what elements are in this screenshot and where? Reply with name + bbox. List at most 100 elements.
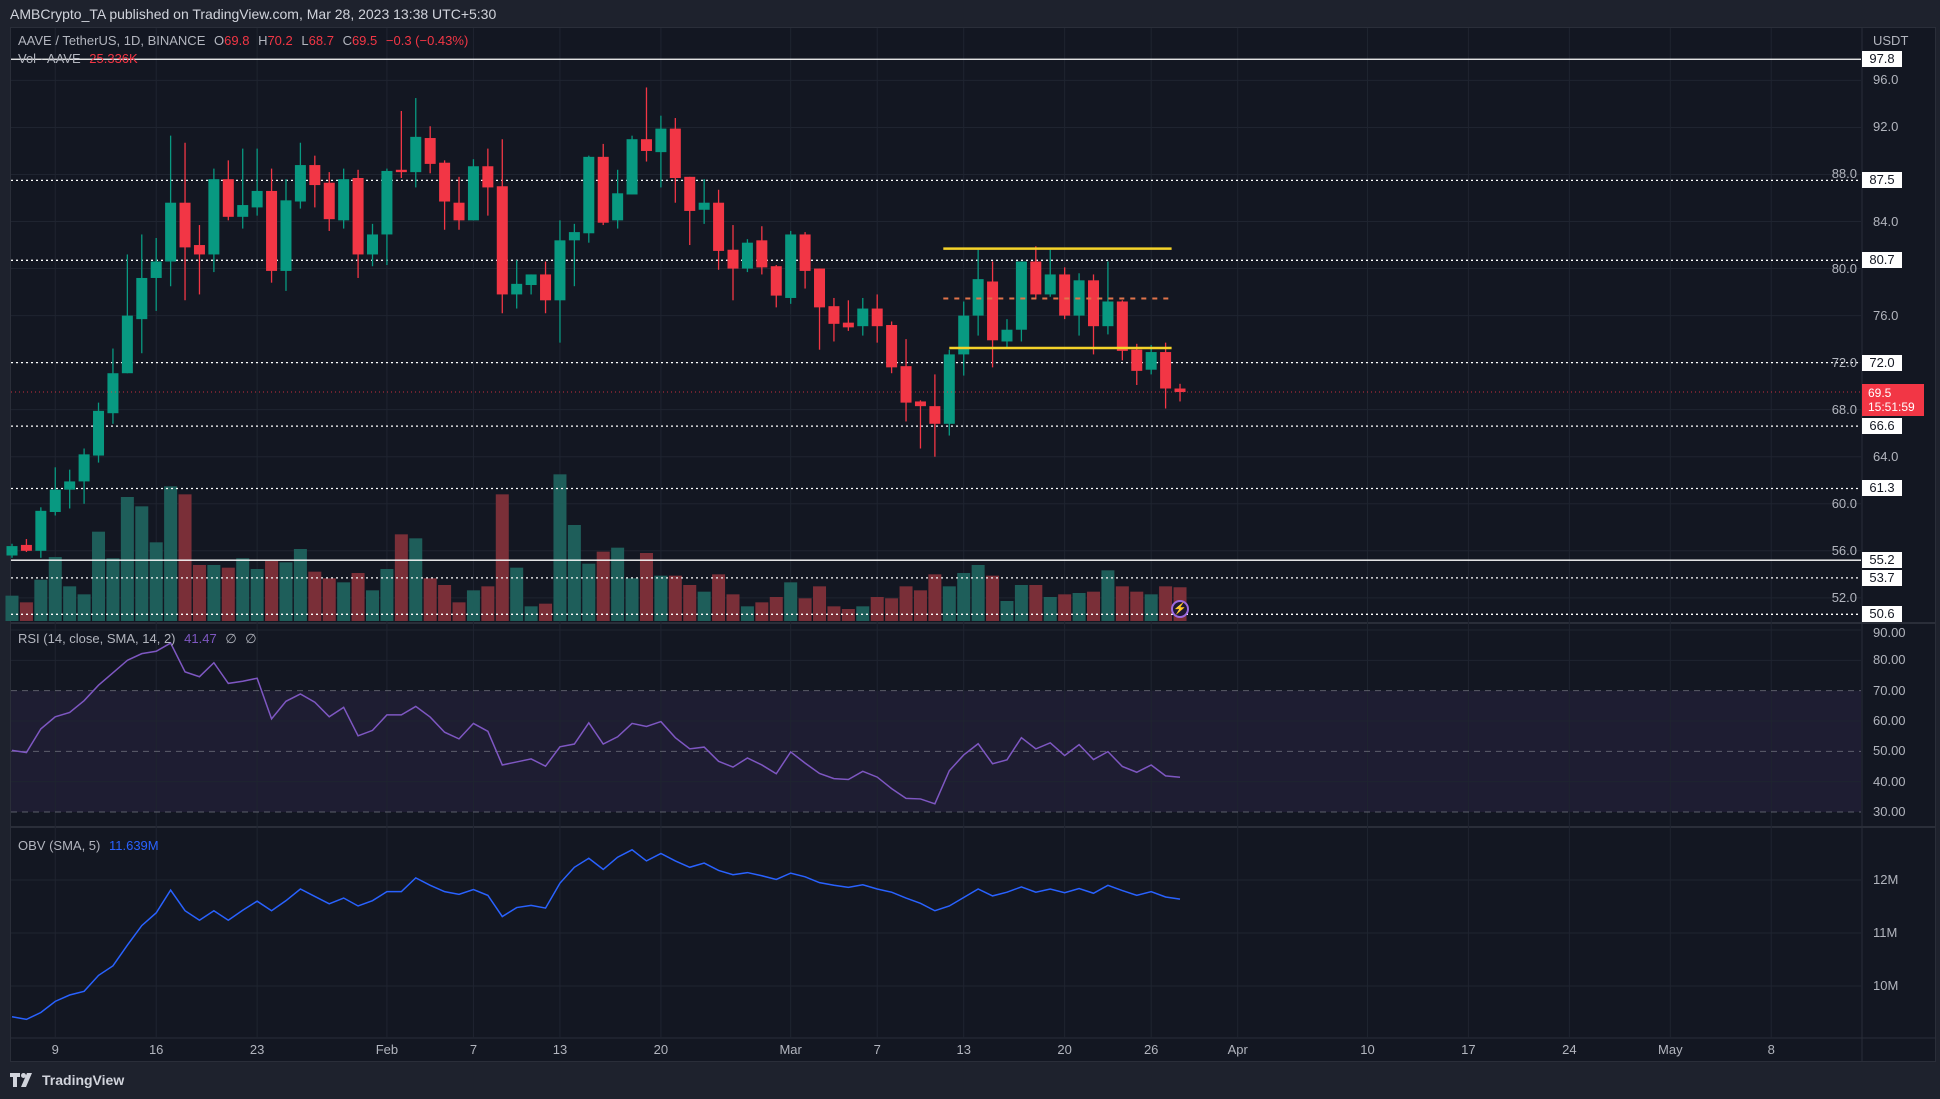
volume-bar bbox=[207, 565, 221, 621]
volume-bar bbox=[63, 586, 77, 621]
volume-legend[interactable]: Vol · AAVE 25.336K bbox=[18, 51, 143, 66]
candle-body bbox=[972, 279, 984, 316]
price-axis-label: 84.0 bbox=[1873, 213, 1899, 229]
candle-body bbox=[453, 202, 465, 221]
ohlc-low: L68.7 bbox=[301, 33, 334, 48]
volume-bar bbox=[423, 578, 437, 621]
volume-bar bbox=[683, 585, 697, 621]
price-axis-label: 72.0 bbox=[1831, 354, 1857, 370]
candle-body bbox=[107, 373, 119, 414]
candle-body bbox=[150, 261, 162, 278]
level-badge: 50.6 bbox=[1862, 606, 1902, 623]
time-axis-label: Apr bbox=[1227, 1042, 1248, 1057]
obv-legend[interactable]: OBV (SMA, 5) 11.639M bbox=[18, 838, 164, 853]
volume-bar bbox=[1014, 585, 1028, 621]
volume-bar bbox=[1087, 591, 1100, 621]
candle-body bbox=[496, 186, 508, 295]
candle-body bbox=[886, 325, 898, 368]
volume-bar bbox=[913, 590, 927, 621]
volume-bar bbox=[1159, 586, 1173, 621]
time-axis-label: 17 bbox=[1461, 1042, 1476, 1057]
symbol-name: AAVE / TetherUS, 1D, BINANCE bbox=[18, 33, 206, 48]
volume-bar bbox=[48, 557, 62, 621]
volume-bar bbox=[1000, 601, 1014, 621]
candle-body bbox=[1174, 388, 1186, 393]
candle-body bbox=[511, 283, 523, 295]
volume-bar bbox=[19, 602, 33, 621]
volume-bar bbox=[1043, 597, 1057, 621]
volume-bar bbox=[639, 553, 653, 621]
volume-bar bbox=[813, 586, 827, 621]
price-axis-label: 52.0 bbox=[1831, 589, 1857, 605]
volume-bar bbox=[567, 525, 581, 621]
volume-bar bbox=[322, 578, 336, 621]
volume-bar bbox=[726, 594, 740, 621]
candle-body bbox=[1088, 280, 1099, 327]
candle-body bbox=[597, 156, 609, 223]
candle-body bbox=[554, 240, 566, 301]
price-axis-label: 92.0 bbox=[1873, 119, 1899, 135]
candle-body bbox=[626, 139, 638, 195]
candle-body bbox=[814, 268, 826, 308]
candle-body bbox=[482, 166, 494, 188]
rsi-axis-label: 90.00 bbox=[1873, 625, 1906, 640]
candle-body bbox=[352, 178, 364, 255]
candle-body bbox=[842, 322, 854, 328]
rsi-legend[interactable]: RSI (14, close, SMA, 14, 2) 41.47 ∅ ∅ bbox=[18, 631, 262, 647]
volume-bar bbox=[77, 594, 91, 621]
candle-body bbox=[179, 202, 191, 248]
candle-body bbox=[251, 190, 263, 208]
obv-axis-label: 12M bbox=[1873, 872, 1899, 887]
candle-body bbox=[309, 165, 321, 186]
volume-bar bbox=[366, 590, 379, 621]
candle-body bbox=[294, 165, 306, 202]
candle-body bbox=[165, 202, 177, 262]
candle-body bbox=[799, 234, 811, 271]
lightning-icon[interactable]: ⚡ bbox=[1171, 600, 1189, 618]
ohlc-close: C69.5 bbox=[342, 33, 378, 48]
time-axis-label: 13 bbox=[552, 1042, 568, 1057]
candle-body bbox=[698, 202, 710, 210]
tradingview-logo[interactable]: TradingView bbox=[10, 1072, 124, 1088]
volume-bar bbox=[510, 567, 524, 621]
candle-body bbox=[208, 179, 220, 255]
price-axis-currency: USDT bbox=[1873, 33, 1909, 48]
current-price-value: 69.5 bbox=[1868, 386, 1892, 401]
rsi-axis-label: 40.00 bbox=[1873, 773, 1906, 789]
candle-body bbox=[568, 232, 580, 241]
time-axis-label: 7 bbox=[873, 1042, 881, 1057]
level-badge: 61.3 bbox=[1862, 480, 1902, 497]
candle-body bbox=[828, 306, 840, 324]
volume-bar bbox=[495, 494, 509, 621]
volume-bar bbox=[1029, 585, 1043, 621]
level-badge: 87.5 bbox=[1862, 172, 1902, 189]
volume-bar bbox=[481, 586, 495, 621]
volume-bar bbox=[149, 542, 163, 621]
volume-bar bbox=[308, 571, 322, 621]
price-axis-label: 64.0 bbox=[1873, 448, 1899, 464]
time-axis-label: 10 bbox=[1360, 1042, 1375, 1057]
volume-bar bbox=[596, 551, 610, 621]
volume-bar bbox=[553, 474, 567, 621]
level-badge: 72.0 bbox=[1862, 354, 1902, 371]
published-info: AMBCrypto_TA published on TradingView.co… bbox=[10, 6, 497, 22]
obv-axis-label: 11M bbox=[1873, 925, 1898, 940]
volume-bar bbox=[438, 585, 452, 621]
level-badge: 66.6 bbox=[1862, 418, 1902, 435]
candle-body bbox=[756, 240, 768, 268]
volume-bar bbox=[841, 609, 855, 621]
volume-bar bbox=[34, 579, 48, 621]
price-axis-label: 80.0 bbox=[1831, 260, 1857, 276]
candle-body bbox=[1102, 301, 1114, 327]
symbol-legend[interactable]: AAVE / TetherUS, 1D, BINANCE O69.8 H70.2… bbox=[18, 33, 473, 48]
rsi-axis-label: 30.00 bbox=[1873, 803, 1906, 819]
volume-bar bbox=[380, 569, 394, 621]
candle-body bbox=[525, 274, 537, 286]
rsi-axis-label: 70.00 bbox=[1873, 682, 1906, 698]
candle-body bbox=[323, 182, 335, 220]
candle-body bbox=[338, 179, 350, 221]
price-axis-label: 68.0 bbox=[1831, 401, 1857, 417]
obv-label: OBV (SMA, 5) bbox=[18, 838, 101, 853]
obv-axis-label: 10M bbox=[1873, 978, 1899, 993]
